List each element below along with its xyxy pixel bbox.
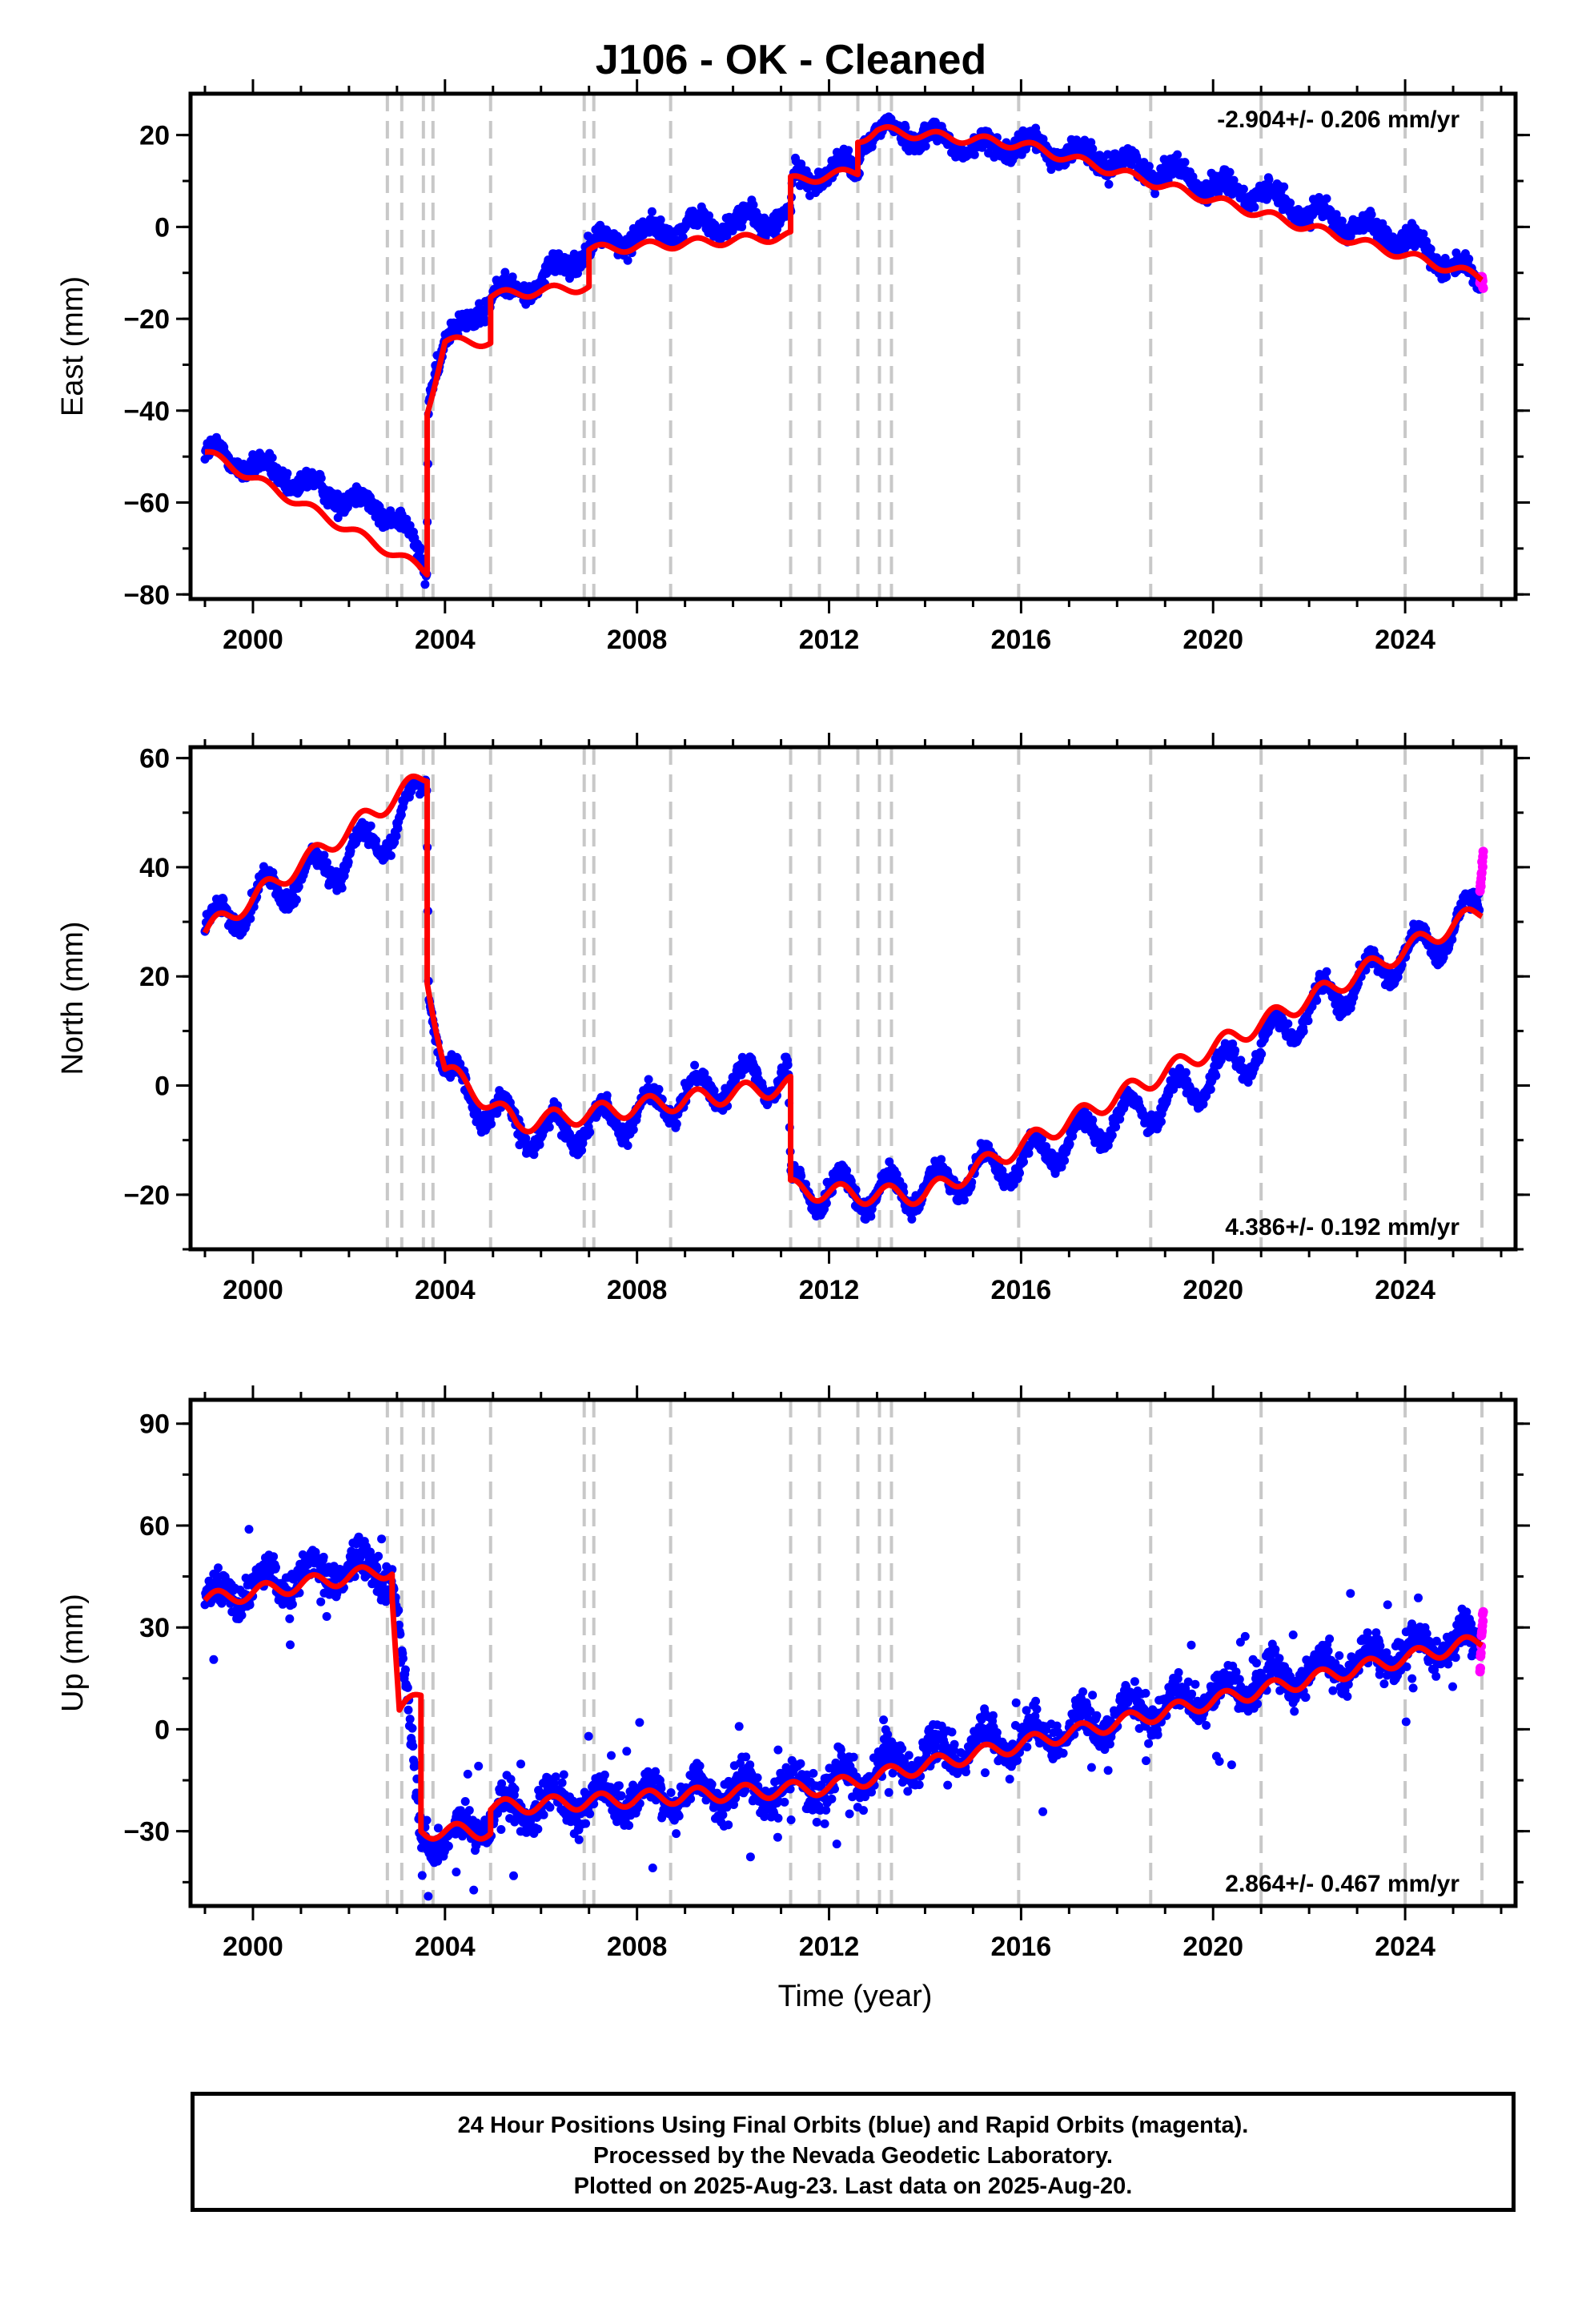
east-final-point — [749, 200, 758, 210]
up-final-point — [214, 1563, 223, 1573]
east-final-point — [1104, 179, 1114, 189]
east-final-point — [678, 232, 688, 242]
east-final-point — [921, 142, 930, 151]
east-final-point — [844, 146, 853, 155]
east-final-point — [480, 317, 490, 327]
east-final-point — [1150, 189, 1160, 199]
east-final-point — [316, 473, 326, 483]
east-final-point — [623, 255, 632, 265]
east-final-point — [1144, 162, 1154, 171]
up-final-point — [269, 1552, 279, 1562]
up-final-point — [237, 1610, 247, 1620]
up-final-point — [271, 1562, 280, 1572]
page-title: J106 - OK - Cleaned — [595, 37, 987, 83]
east-final-point — [1046, 165, 1056, 175]
east-final-point — [283, 468, 292, 478]
east-final-point — [508, 272, 517, 282]
east-final-point — [584, 231, 592, 241]
east-final-point — [647, 207, 656, 216]
up-final-point — [319, 1552, 328, 1562]
east-final-point — [901, 123, 910, 132]
east-final-point — [1038, 135, 1048, 144]
east-final-point — [1088, 144, 1098, 154]
east-final-point — [1173, 150, 1182, 159]
east-final-point — [420, 580, 430, 589]
up-final-point — [285, 1614, 295, 1623]
east-final-point — [705, 211, 714, 220]
east-final-point — [728, 226, 737, 235]
east-final-point — [267, 453, 277, 463]
east-final-point — [500, 267, 510, 277]
east-final-point — [416, 543, 425, 553]
east-final-point — [970, 150, 979, 159]
up-final-point — [287, 1599, 297, 1609]
east-final-point — [579, 259, 588, 269]
east-final-point — [656, 215, 665, 224]
